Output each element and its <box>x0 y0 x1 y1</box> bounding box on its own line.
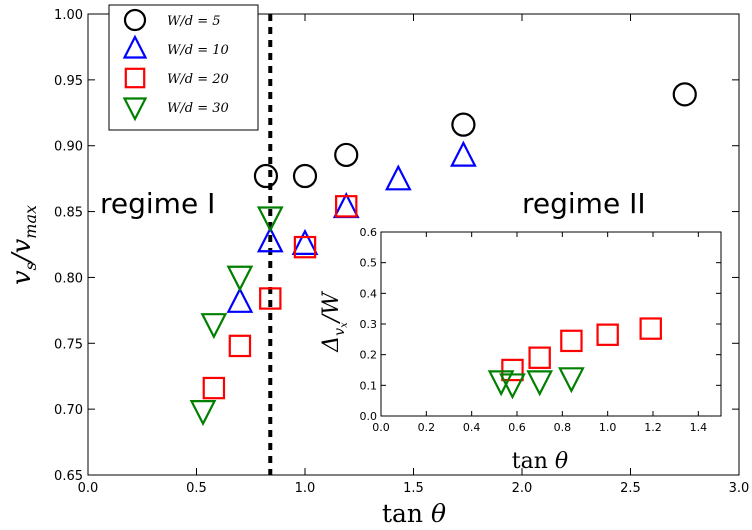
legend-label: W/d = 5 <box>167 14 221 29</box>
y-tick-label: 0.95 <box>54 74 83 89</box>
inset-data-marks <box>487 317 662 400</box>
legend-label: W/d = 20 <box>167 72 229 87</box>
data-point-circle <box>451 112 476 137</box>
data-point-circle <box>292 163 318 189</box>
legend-label: W/d = 10 <box>167 43 229 58</box>
legend-label: W/d = 30 <box>167 101 229 116</box>
data-point-square <box>202 376 226 400</box>
legend-marker-triangle-up <box>122 34 148 59</box>
y-axis-title: vs/vmax <box>7 205 40 285</box>
inset-data-point-square <box>596 323 619 346</box>
inset-plot-area <box>380 231 722 417</box>
inset-data-point-triangle-down <box>526 370 554 397</box>
x-tick-label: 2.0 <box>512 481 533 496</box>
inset-y-tick-label: 0.2 <box>360 349 378 362</box>
x-tick-label: 3.0 <box>729 481 750 496</box>
inset-data-point-square <box>528 346 551 369</box>
y-tick-label: 0.65 <box>54 469 83 484</box>
data-point-triangle-down <box>200 313 228 340</box>
inset-x-tick-label: 0.8 <box>554 421 572 434</box>
inset-x-tick-label: 1.0 <box>599 421 617 434</box>
inset-data-point-triangle-down <box>558 367 585 394</box>
data-point-circle <box>672 82 697 107</box>
data-point-triangle-up <box>450 140 477 167</box>
inset-data-point-square <box>560 329 583 353</box>
y-tick-label: 0.90 <box>54 140 83 155</box>
x-tick-label: 1.0 <box>295 481 316 496</box>
y-tick-label: 0.70 <box>54 403 83 418</box>
inset-x-tick-label: 1.4 <box>690 421 708 434</box>
inset-y-tick-label: 0.5 <box>360 257 378 270</box>
data-point-triangle-up <box>226 286 254 313</box>
legend-box <box>108 4 259 131</box>
x-tick-label: 0.5 <box>186 481 207 496</box>
inset-axis-ticks: 0.0 0.2 0.4 0.6 0.8 1.0 1.2 1.4 0.0 0.1 0.2 0.3 0.4 0… <box>360 226 721 434</box>
data-point-circle <box>253 163 279 189</box>
inset-x-axis-title: tan θ <box>512 449 568 474</box>
data-point-circle <box>334 142 359 168</box>
legend-marker-square <box>124 67 146 89</box>
y-tick-label: 0.85 <box>54 206 83 221</box>
inset-data-point-square <box>501 358 524 382</box>
regime-two-label: regime II <box>522 187 646 220</box>
data-point-square <box>335 195 358 218</box>
data-point-square <box>228 334 252 358</box>
data-point-triangle-up <box>384 164 412 191</box>
inset-x-tick-label: 0.0 <box>372 421 390 434</box>
y-tick-label: 0.75 <box>54 337 83 352</box>
main-axis-ticks: 0.0 0.5 1.0 1.5 2.0 2.5 3.0 0.65 0.70 0.75 0.80 0.8… <box>54 8 749 496</box>
inset-data-point-square <box>639 317 662 340</box>
inset-data-point-triangle-down <box>487 370 515 397</box>
x-tick-label: 1.5 <box>403 481 424 496</box>
inset-data-point-triangle-down <box>499 373 526 400</box>
inset-y-tick-label: 0.4 <box>360 287 378 300</box>
inset-y-tick-label: 0.0 <box>360 410 378 423</box>
data-point-triangle-up <box>256 226 284 253</box>
data-point-triangle-down <box>256 206 284 233</box>
x-tick-label: 0.0 <box>78 481 99 496</box>
legend-items: W/d = 5 W/d = 10 W/d = 20 W/d = 30 <box>122 8 229 122</box>
data-point-triangle-down <box>226 265 254 292</box>
x-tick-label: 2.5 <box>620 481 641 496</box>
data-point-square <box>259 287 282 310</box>
legend-marker-triangle-down <box>122 97 148 122</box>
y-tick-label: 0.80 <box>54 271 83 286</box>
data-point-square <box>293 235 317 259</box>
regime-one-label: regime I <box>100 187 215 220</box>
inset-y-tick-label: 0.1 <box>360 379 378 392</box>
inset-x-tick-label: 0.2 <box>418 421 436 434</box>
inset-y-tick-label: 0.6 <box>360 226 378 239</box>
inset-chart: 0.0 0.2 0.4 0.6 0.8 1.0 1.2 1.4 0.0 0.1 0.2 0.3 0.4 0… <box>319 226 722 474</box>
x-axis-title: tan θ <box>382 499 446 528</box>
y-tick-label: 1.00 <box>54 8 83 23</box>
inset-x-tick-label: 1.2 <box>644 421 662 434</box>
data-point-triangle-down <box>189 400 217 427</box>
legend: W/d = 5 W/d = 10 W/d = 20 W/d = 30 <box>108 4 259 131</box>
data-point-triangle-up <box>291 228 319 255</box>
main-data-marks <box>189 82 697 427</box>
inset-x-tick-label: 0.4 <box>463 421 481 434</box>
inset-x-tick-label: 0.6 <box>508 421 526 434</box>
legend-marker-circle <box>123 8 147 32</box>
inset-y-tick-label: 0.3 <box>360 318 378 331</box>
